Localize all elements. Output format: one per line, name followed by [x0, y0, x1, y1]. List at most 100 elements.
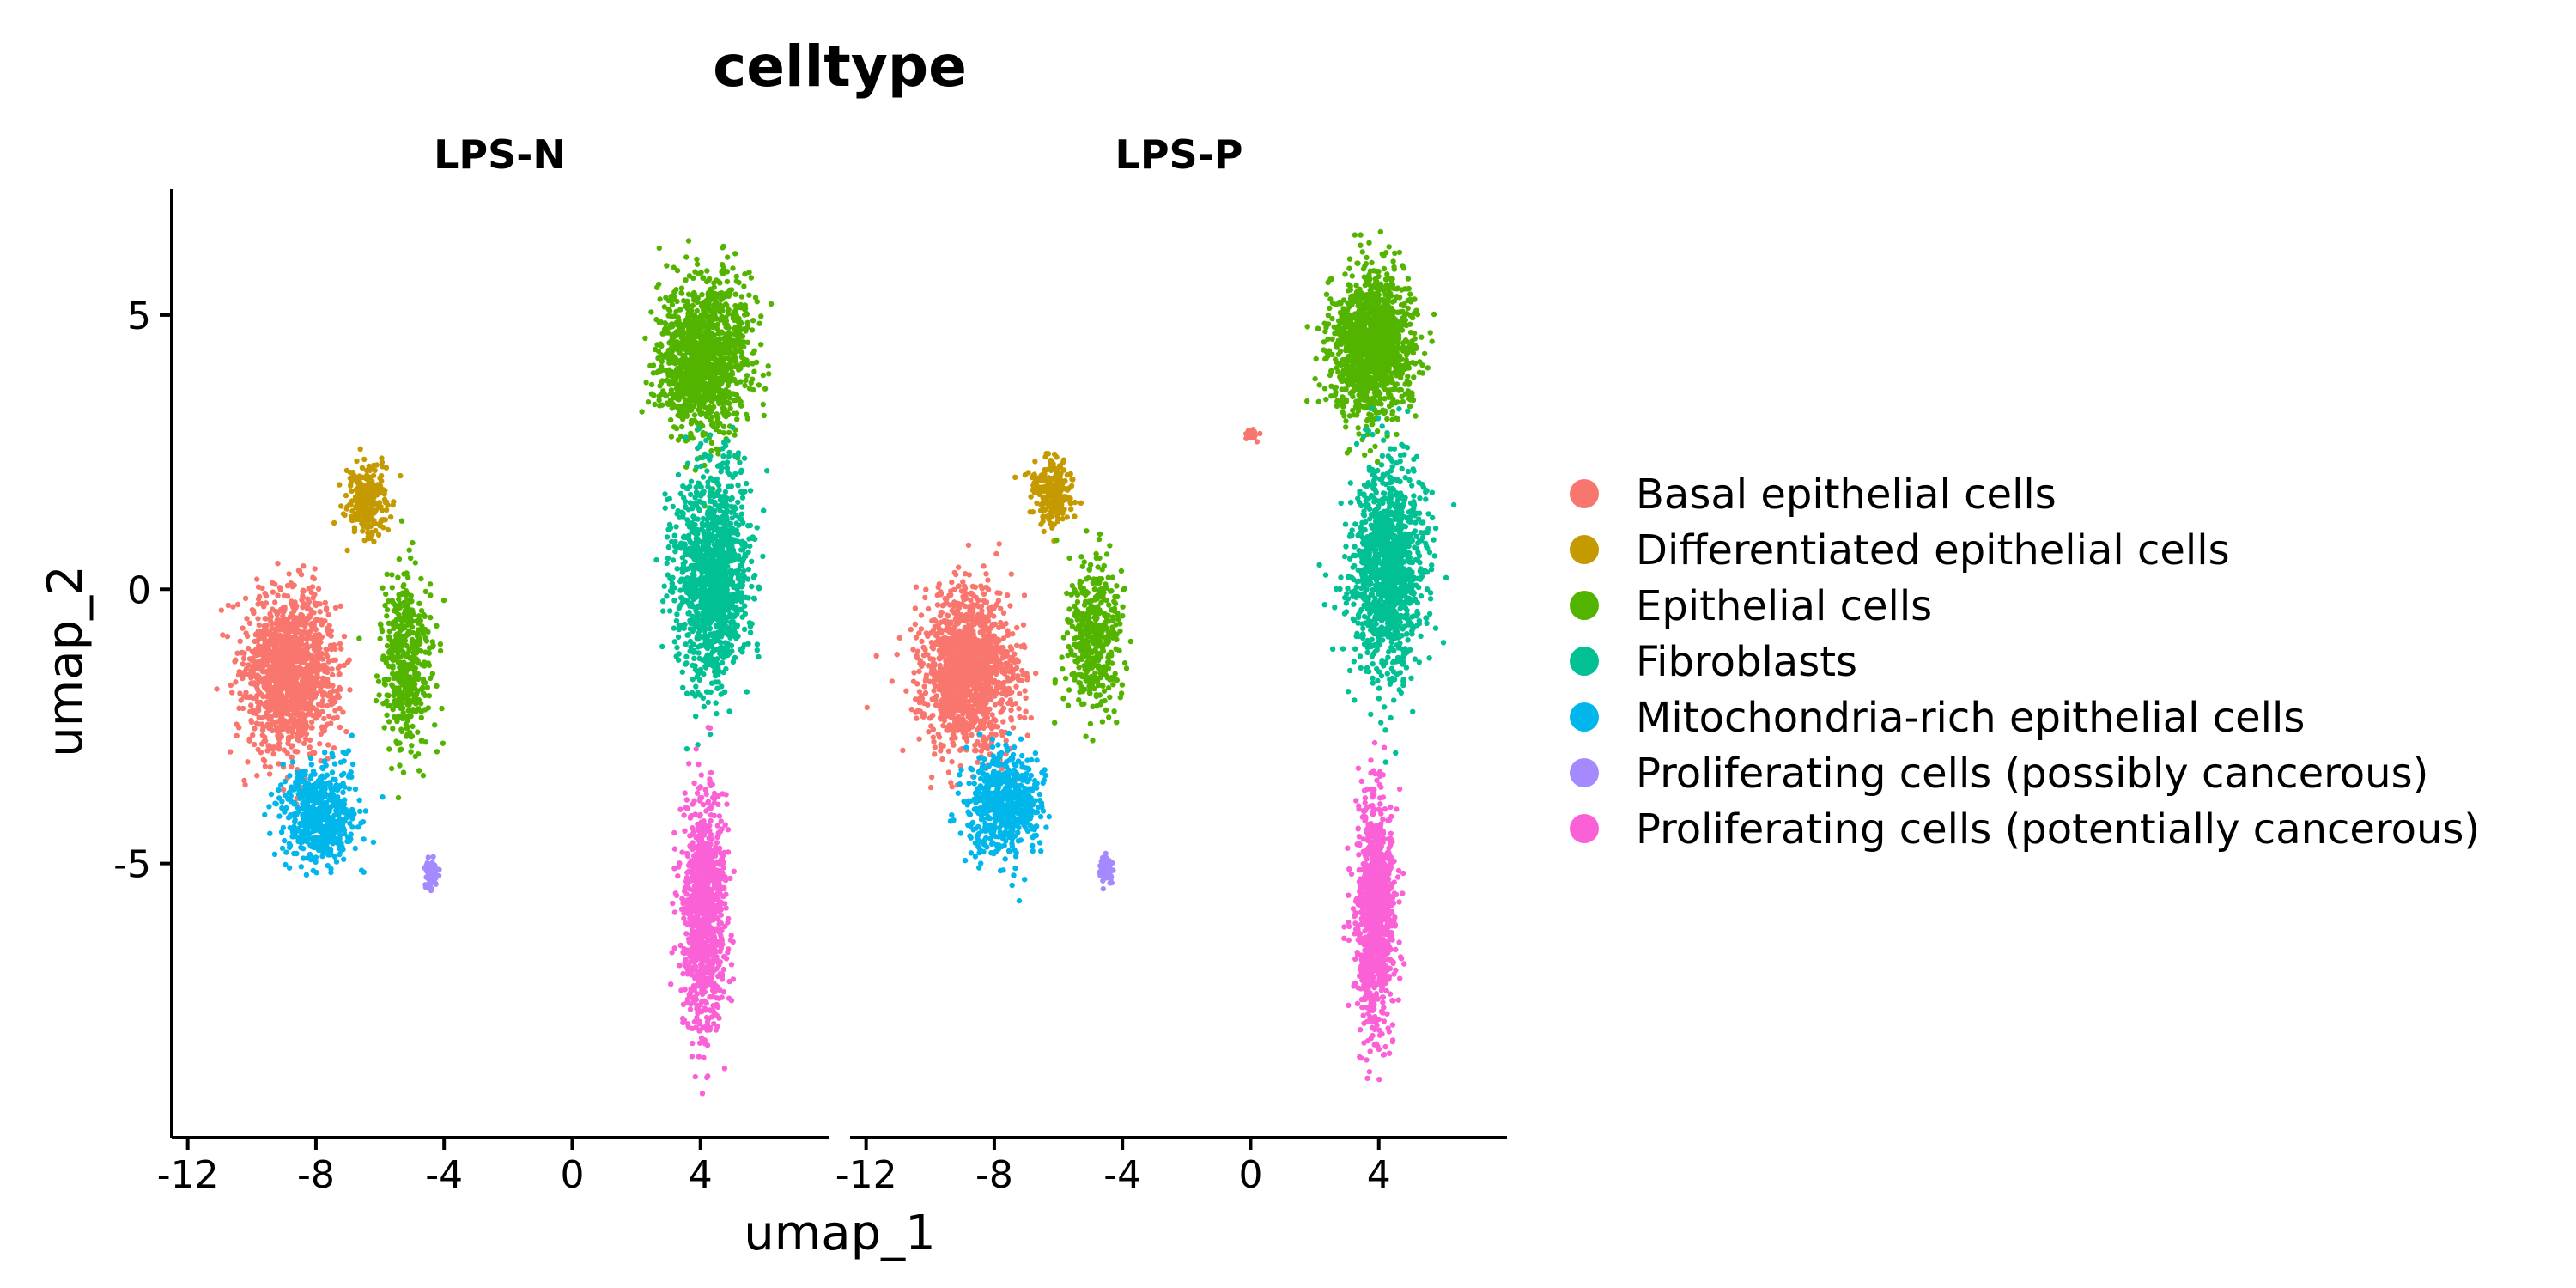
point — [693, 489, 700, 495]
point — [688, 620, 694, 626]
point — [372, 508, 378, 514]
point — [705, 699, 711, 706]
point — [278, 715, 284, 722]
point — [724, 278, 731, 285]
point — [700, 432, 706, 439]
point — [246, 620, 253, 626]
point — [379, 478, 385, 484]
point — [709, 633, 716, 639]
point — [724, 302, 730, 308]
point — [326, 623, 332, 629]
point — [353, 494, 359, 500]
point — [670, 557, 677, 563]
point — [707, 498, 714, 504]
point — [734, 416, 740, 422]
point — [281, 681, 287, 687]
point — [754, 647, 760, 653]
point — [437, 641, 444, 647]
point — [332, 698, 338, 705]
point — [648, 381, 655, 388]
point — [725, 389, 731, 395]
point — [719, 329, 725, 335]
point — [683, 343, 690, 349]
point — [675, 437, 682, 443]
point — [754, 299, 760, 305]
point — [307, 744, 313, 750]
point — [296, 568, 302, 574]
point — [688, 540, 694, 546]
point — [337, 684, 343, 691]
point — [293, 672, 299, 678]
point — [714, 685, 720, 691]
point — [295, 682, 301, 688]
point — [425, 705, 431, 711]
point — [720, 245, 726, 251]
point — [746, 386, 753, 392]
point — [341, 633, 348, 640]
point — [749, 583, 755, 590]
point — [673, 308, 679, 315]
point — [356, 635, 362, 641]
point — [392, 714, 398, 720]
point — [689, 690, 696, 696]
point — [685, 331, 691, 337]
point — [263, 592, 270, 599]
point — [693, 582, 700, 588]
point — [656, 245, 662, 252]
point — [710, 660, 716, 666]
point — [233, 679, 239, 685]
point — [240, 655, 247, 662]
point — [383, 465, 390, 471]
point — [743, 310, 750, 317]
point — [374, 489, 380, 495]
point — [667, 608, 673, 614]
point — [683, 641, 689, 647]
point — [337, 482, 343, 488]
point — [267, 691, 274, 698]
point — [708, 388, 714, 394]
point — [325, 702, 331, 709]
point — [719, 526, 725, 533]
point — [732, 251, 738, 257]
point — [301, 601, 307, 607]
point — [711, 314, 717, 320]
point — [696, 655, 702, 662]
point — [703, 608, 709, 614]
point — [731, 377, 738, 383]
point — [418, 575, 424, 582]
point — [250, 732, 256, 738]
point — [744, 576, 751, 582]
point — [735, 483, 741, 489]
point — [685, 370, 691, 376]
point — [354, 475, 360, 482]
point — [708, 475, 714, 481]
point — [678, 423, 685, 430]
point — [694, 464, 700, 470]
point — [696, 270, 702, 277]
point — [708, 640, 715, 647]
point — [733, 278, 739, 284]
point — [727, 395, 733, 401]
point — [305, 596, 311, 602]
point — [694, 609, 700, 616]
point — [267, 611, 273, 617]
point — [273, 642, 279, 648]
point — [687, 626, 694, 632]
point — [701, 703, 707, 710]
point — [273, 680, 279, 686]
point — [681, 361, 687, 367]
point — [727, 405, 733, 411]
point — [715, 278, 722, 285]
point — [270, 750, 276, 757]
point — [663, 392, 670, 399]
point — [691, 312, 697, 318]
point — [683, 661, 689, 667]
point — [719, 304, 726, 310]
point — [266, 804, 272, 810]
point — [690, 545, 696, 551]
point — [420, 772, 427, 779]
point — [360, 528, 366, 534]
point — [720, 453, 726, 459]
point — [387, 702, 393, 709]
point — [738, 294, 745, 300]
